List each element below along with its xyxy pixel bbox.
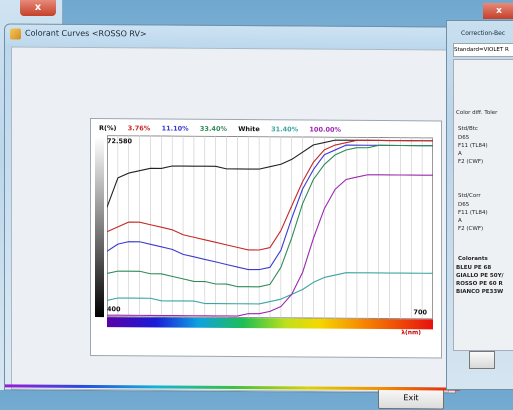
legend-item: 33.40% bbox=[199, 124, 227, 133]
box2-item: F2 (CWF) bbox=[458, 226, 484, 232]
legend-item: 11.10% bbox=[161, 124, 189, 133]
visible-spectrum-bar bbox=[107, 317, 433, 330]
box2-item: A bbox=[458, 218, 462, 224]
standard-field[interactable]: Standard=VIOLET R bbox=[453, 43, 513, 57]
correction-panel: Color diff. Toler Std/Btc D65 F11 (TL84)… bbox=[453, 59, 513, 351]
toolbar-button[interactable] bbox=[469, 351, 495, 369]
colorants-header: Colorants bbox=[458, 256, 488, 262]
x-max-label: 700 bbox=[413, 308, 427, 317]
legend-item: 31.40% bbox=[271, 125, 299, 134]
reflectance-curves-plot bbox=[107, 135, 433, 320]
color-diff-label: Color diff. Toler bbox=[456, 110, 498, 116]
colorant-item: GIALLO PE 50Y/ bbox=[456, 273, 504, 279]
close-button[interactable]: x bbox=[483, 3, 513, 19]
series-line-3-76- bbox=[107, 139, 433, 251]
series-line-31-40- bbox=[107, 272, 433, 305]
chart-legend: R(%) 3.76% 11.10% 33.40% White 31.40% 10… bbox=[99, 124, 350, 136]
box2-header: Std/Corr bbox=[458, 193, 481, 199]
legend-axis-label: R(%) bbox=[99, 124, 117, 133]
title-bar[interactable]: Colorant Curves <ROSSO RV> bbox=[5, 24, 455, 47]
y-max-label: 72.580 bbox=[107, 137, 133, 146]
box1-item: A bbox=[458, 151, 462, 157]
legend-item: 3.76% bbox=[127, 124, 151, 133]
wavelength-unit-label: λ(nm) bbox=[401, 329, 421, 337]
legend-item: White bbox=[238, 125, 260, 134]
series-line-33-40- bbox=[107, 144, 433, 288]
colorant-item: ROSSO PE 60 R bbox=[456, 281, 503, 287]
legend-item: 100.00% bbox=[309, 125, 342, 134]
box1-item: D65 bbox=[458, 135, 470, 141]
series-line-100-00- bbox=[107, 174, 433, 317]
app-icon bbox=[10, 28, 21, 40]
window-title: Colorant Curves <ROSSO RV> bbox=[25, 28, 147, 39]
box2-item: D65 bbox=[458, 202, 470, 208]
box1-header: Std/Btc bbox=[458, 126, 478, 132]
x-min-label: 400 bbox=[107, 305, 121, 314]
colorant-item: BIANCO PE33W bbox=[456, 289, 504, 295]
colorant-chart-panel: R(%) 3.76% 11.10% 33.40% White 31.40% 10… bbox=[90, 118, 442, 359]
box2-item: F11 (TL84) bbox=[458, 210, 488, 216]
colorant-item: BLEU PE 68 bbox=[456, 265, 492, 271]
box1-item: F11 (TL84) bbox=[458, 143, 488, 149]
reflectance-scale-bar bbox=[95, 137, 104, 318]
window-title: Correction-Bec bbox=[461, 30, 506, 37]
window-client-area: R(%) 3.76% 11.10% 33.40% White 31.40% 10… bbox=[11, 46, 449, 410]
box1-item: F2 (CWF) bbox=[458, 159, 484, 165]
close-button[interactable]: x bbox=[20, 0, 56, 16]
colorant-curves-window: Colorant Curves <ROSSO RV> R(%) 3.76% 11… bbox=[4, 23, 460, 410]
correction-window: x Correction-Bec Standard=VIOLET R Color… bbox=[446, 3, 513, 390]
